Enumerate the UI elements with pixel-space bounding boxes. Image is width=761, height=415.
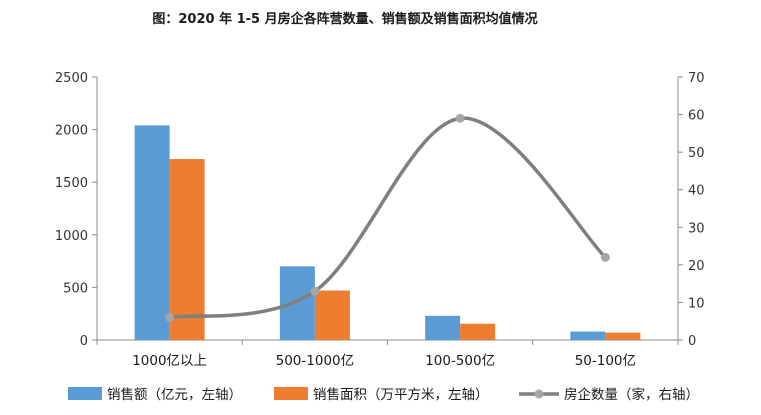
- legend: 销售额（亿元，左轴） 销售面积（万平方米，左轴） 房企数量（家，右轴）: [68, 386, 699, 403]
- x-tick-label: 100-500亿: [425, 353, 495, 369]
- right-tick-label: 40: [688, 184, 705, 199]
- bar: [605, 332, 641, 340]
- legend-swatch-marker: [534, 389, 544, 399]
- left-tick-label: 500: [63, 281, 88, 296]
- legend-label: 销售面积（万平方米，左轴）: [313, 387, 489, 403]
- right-tick-label: 30: [688, 221, 705, 236]
- bar: [169, 159, 205, 340]
- bars: [134, 125, 641, 340]
- right-tick-label: 20: [688, 259, 705, 274]
- left-tick-label: 1000: [55, 229, 88, 244]
- x-tick-label: 1000亿以上: [132, 353, 207, 369]
- legend-label: 销售额（亿元，左轴）: [107, 387, 242, 403]
- line-point: [455, 113, 465, 123]
- bar: [460, 323, 496, 340]
- bar: [134, 125, 170, 340]
- labels: 0 500 1000 1500 2000 2500 0 10 20 30 40 50 60 70 1000亿…: [55, 71, 705, 369]
- line-series-layer: [165, 113, 610, 322]
- right-tick-label: 60: [688, 109, 705, 124]
- right-tick-label: 70: [688, 71, 705, 86]
- chart-title: 图：2020 年 1-5 月房企各阵营数量、销售额及销售面积均值情况: [152, 12, 538, 27]
- legend-label: 房企数量（家，右轴）: [564, 386, 699, 403]
- x-tick-label: 500-1000亿: [276, 353, 355, 369]
- bar: [425, 315, 461, 340]
- left-tick-label: 2000: [55, 124, 88, 139]
- x-tick-label: 50-100亿: [575, 353, 636, 369]
- left-tick-label: 0: [80, 334, 88, 349]
- line-series: [167, 116, 608, 320]
- legend-swatch: [274, 387, 308, 400]
- right-tick-label: 10: [688, 296, 705, 311]
- right-tick-label: 0: [688, 334, 696, 349]
- bar: [314, 290, 350, 340]
- left-tick-label: 2500: [55, 71, 88, 86]
- line-point: [600, 252, 610, 262]
- bar: [570, 331, 606, 340]
- line-point: [165, 312, 175, 322]
- left-tick-label: 1500: [55, 176, 88, 191]
- legend-swatch: [68, 387, 102, 400]
- line-point: [310, 286, 320, 296]
- right-tick-label: 50: [688, 146, 705, 161]
- bar: [279, 266, 315, 340]
